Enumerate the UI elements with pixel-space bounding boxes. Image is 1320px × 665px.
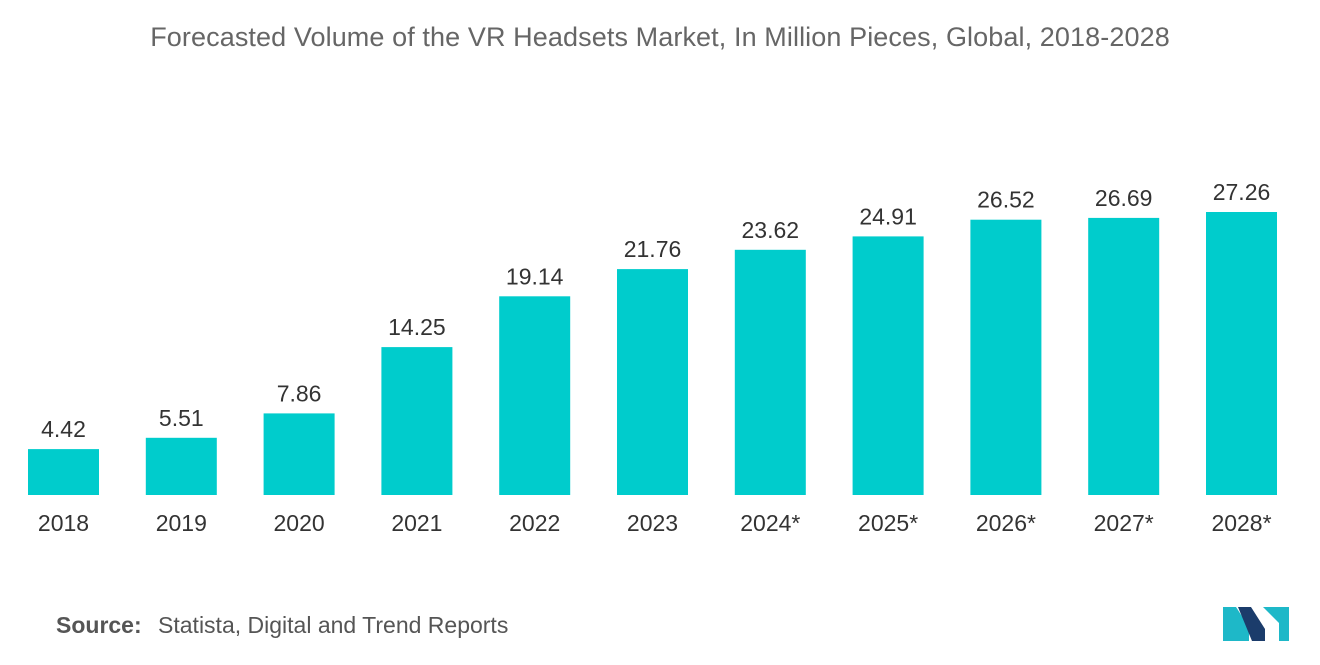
bar-value-label: 27.26 [1213,179,1271,205]
x-axis-tick-label: 2019 [156,510,207,536]
bar-2022 [499,296,571,495]
bar-2026 [970,219,1042,495]
source-label: Source: [56,612,142,638]
bar-2028 [1206,212,1277,495]
bar-2018 [28,449,99,495]
bar-value-label: 24.91 [859,203,917,229]
bar-2021 [381,347,453,495]
bar-value-label: 19.14 [506,263,564,289]
mordor-intelligence-logo-icon [1223,607,1289,641]
source-note: Source: Statista, Digital and Trend Repo… [56,612,508,639]
chart-title: Forecasted Volume of the VR Headsets Mar… [150,22,1170,52]
bar-2023 [617,269,688,495]
bar-2027 [1088,217,1160,495]
x-axis-tick-label: 2021 [391,510,442,536]
x-axis-tick-label: 2020 [274,510,325,536]
x-axis-tick-label: 2023 [627,510,678,536]
bar-2019 [145,437,217,495]
bar-value-label: 26.69 [1095,185,1153,211]
x-axis-tick-label: 2025* [858,510,918,536]
bar-2024 [734,249,806,495]
x-axis-tick-label: 2027* [1094,510,1154,536]
x-axis-tick-label: 2018 [38,510,89,536]
bar-value-label: 21.76 [624,236,682,262]
x-axis-tick-label: 2028* [1211,510,1271,536]
x-axis-tick-label: 2022 [509,510,560,536]
bar-2025 [852,236,924,495]
bar-value-label: 4.42 [41,416,86,442]
x-axis-tick-label: 2026* [976,510,1036,536]
bar-value-label: 7.86 [277,380,322,406]
bar-value-label: 5.51 [159,405,204,431]
x-axis-tick-label: 2024* [740,510,800,536]
x-axis-tick-group: 2018 2019 2020 2021 2022 2023 2024* 2025* 2026* 2… [38,510,1272,536]
bar-2020 [263,413,335,495]
bar-value-label: 26.52 [977,187,1035,213]
value-label-group: 4.42 5.51 7.86 14.25 19.14 21.76 23.62 24.91 26.… [41,179,1270,442]
bar-value-label: 14.25 [388,314,446,340]
source-text: Statista, Digital and Trend Reports [158,612,509,638]
bar-group [28,212,1277,495]
bar-value-label: 23.62 [742,217,800,243]
